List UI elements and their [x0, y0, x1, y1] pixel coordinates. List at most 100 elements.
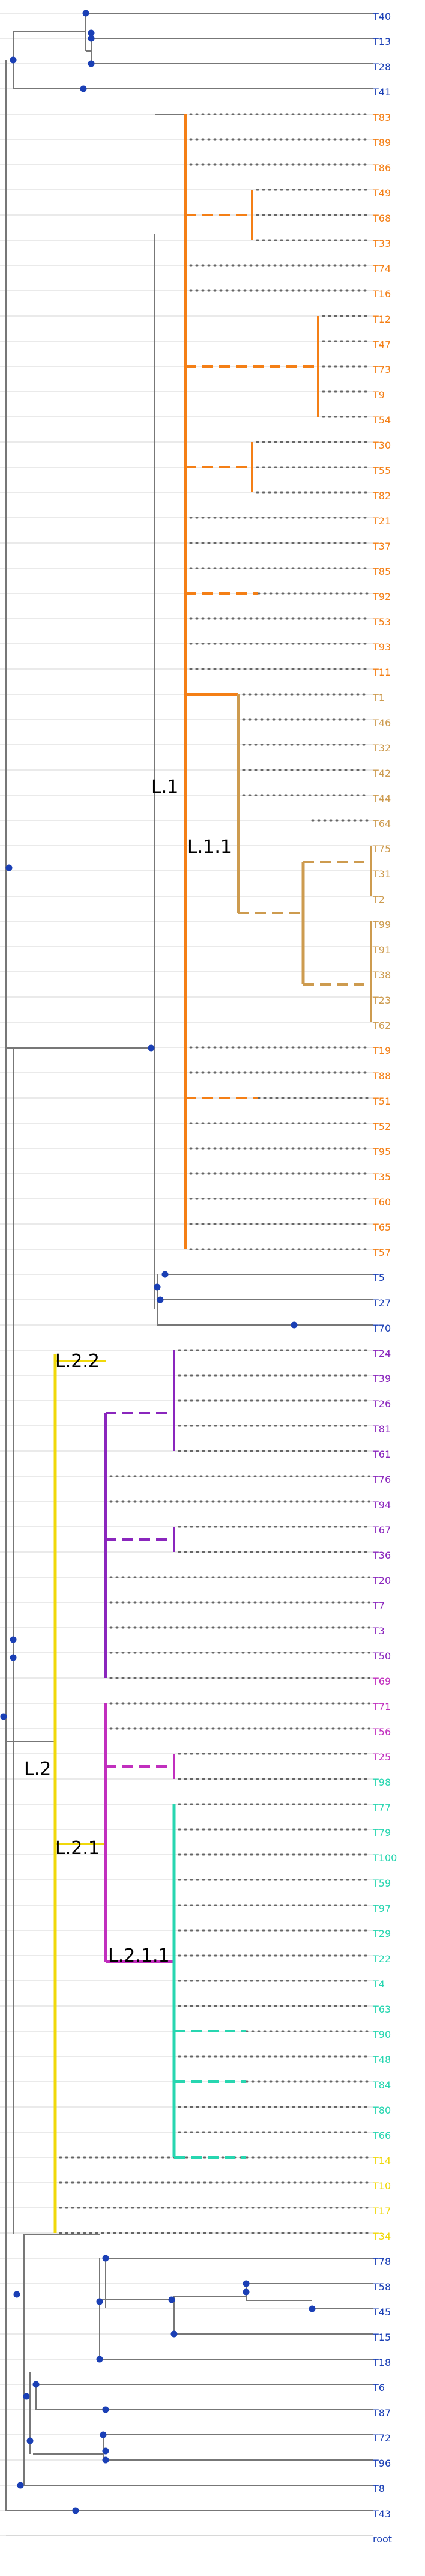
node-dot — [291, 1321, 298, 1329]
node-dot — [102, 2456, 109, 2464]
tip-label: T100 — [372, 1852, 397, 1864]
tip-label: T51 — [372, 1096, 391, 1107]
tip-label: T98 — [372, 1777, 391, 1788]
tip-label: T34 — [372, 2231, 391, 2242]
tip-label: T21 — [372, 515, 391, 527]
tip-label: T36 — [372, 1550, 391, 1561]
tip-label: T95 — [372, 1146, 391, 1157]
tip-label: T53 — [372, 616, 391, 628]
tip-label: T8 — [372, 2483, 385, 2494]
tip-label: T94 — [372, 1499, 391, 1511]
tip-label: T84 — [372, 2079, 391, 2091]
tip-label: T23 — [372, 995, 391, 1006]
tip-label: T11 — [372, 667, 391, 678]
tip-label: T10 — [372, 2180, 391, 2192]
tip-label: T27 — [372, 1297, 391, 1309]
tip-label: T5 — [372, 1272, 385, 1283]
tip-label: T81 — [372, 1423, 391, 1435]
tip-label: T47 — [372, 339, 391, 350]
node-dot — [102, 2447, 109, 2455]
node-dot — [170, 2330, 178, 2338]
tip-label: T13 — [372, 36, 391, 47]
node-dot — [82, 10, 89, 17]
tip-label: T57 — [372, 1247, 391, 1258]
tip-label: T79 — [372, 1827, 391, 1838]
tip-label: T62 — [372, 1020, 391, 1031]
tip-label: T87 — [372, 2407, 391, 2419]
tip-label: T71 — [372, 1701, 391, 1712]
node-dot — [72, 2507, 79, 2514]
node-dot — [13, 2291, 20, 2298]
tip-label: T67 — [372, 1524, 391, 1536]
tip-label: T90 — [372, 2029, 391, 2040]
tip-label: T38 — [372, 969, 391, 981]
clade-label-L1: L.1 — [151, 777, 178, 798]
tip-label: T64 — [372, 818, 391, 829]
tip-label: T75 — [372, 843, 391, 855]
node-dot — [0, 1713, 7, 1720]
tip-label: T20 — [372, 1575, 391, 1586]
tip-label: T61 — [372, 1449, 391, 1460]
tip-label: T15 — [372, 2332, 391, 2343]
tip-label: T69 — [372, 1676, 391, 1687]
tip-label: T88 — [372, 1070, 391, 1082]
tip-label: T86 — [372, 162, 391, 174]
tip-label: T16 — [372, 288, 391, 300]
tip-label: T55 — [372, 465, 391, 476]
node-dot — [102, 2406, 109, 2413]
tip-leader-dots — [59, 113, 370, 2234]
tip-label: T26 — [372, 1398, 391, 1410]
tip-label: T77 — [372, 1802, 391, 1813]
tip-label: T9 — [372, 389, 385, 401]
tip-label: T12 — [372, 314, 391, 325]
node-dot — [243, 2280, 250, 2287]
tip-label: T48 — [372, 2054, 391, 2065]
tip-label: T96 — [372, 2458, 391, 2469]
tip-label: T93 — [372, 641, 391, 653]
tip-label: T60 — [372, 1196, 391, 1208]
tip-label: T32 — [372, 742, 391, 754]
tip-label: T78 — [372, 2256, 391, 2267]
tip-label: T52 — [372, 1121, 391, 1132]
tip-label: T72 — [372, 2432, 391, 2444]
tip-label: T14 — [372, 2155, 391, 2166]
tip-label: T45 — [372, 2306, 391, 2318]
tip-label: T1 — [372, 692, 385, 703]
tip-label: T56 — [372, 1726, 391, 1738]
node-dot — [88, 35, 95, 42]
node-dot — [96, 2356, 103, 2363]
clade-label-L1-1: L.1.1 — [187, 837, 232, 858]
clade-branches — [53, 114, 372, 2233]
tip-label: T70 — [372, 1323, 391, 1334]
node-dot — [154, 1283, 161, 1291]
node-dot — [17, 2482, 24, 2489]
tip-label: T22 — [372, 1953, 391, 1965]
node-dot — [96, 2298, 103, 2305]
tip-label: T37 — [372, 541, 391, 552]
node-dot — [80, 85, 87, 92]
tip-label: T58 — [372, 2281, 391, 2293]
tip-label: T46 — [372, 717, 391, 729]
tip-label: T68 — [372, 213, 391, 224]
tip-label: T40 — [372, 11, 391, 22]
tip-label: T89 — [372, 137, 391, 148]
tree-branches — [5, 13, 373, 2536]
tree-nodes — [0, 10, 316, 2514]
tip-label: T30 — [372, 440, 391, 451]
tip-labels: T40 T13 T28 T41 T83 T89 T86 T49 T68 T33 T74 T16 T12 T… — [372, 11, 397, 2545]
tip-label: T35 — [372, 1171, 391, 1183]
tip-label: T91 — [372, 944, 391, 956]
tip-label: T54 — [372, 414, 391, 426]
clade-label-L2-2: L.2.2 — [55, 1351, 100, 1372]
clade-label-L2-1: L.2.1 — [55, 1838, 100, 1859]
tip-label: T65 — [372, 1222, 391, 1233]
node-dot — [148, 1044, 155, 1052]
tip-label: T41 — [372, 86, 391, 98]
tip-label: T17 — [372, 2205, 391, 2217]
tip-label: T39 — [372, 1373, 391, 1384]
node-dot — [88, 60, 95, 67]
node-dot — [102, 2255, 109, 2262]
tip-label: T99 — [372, 919, 391, 930]
tip-label: T7 — [372, 1600, 385, 1611]
